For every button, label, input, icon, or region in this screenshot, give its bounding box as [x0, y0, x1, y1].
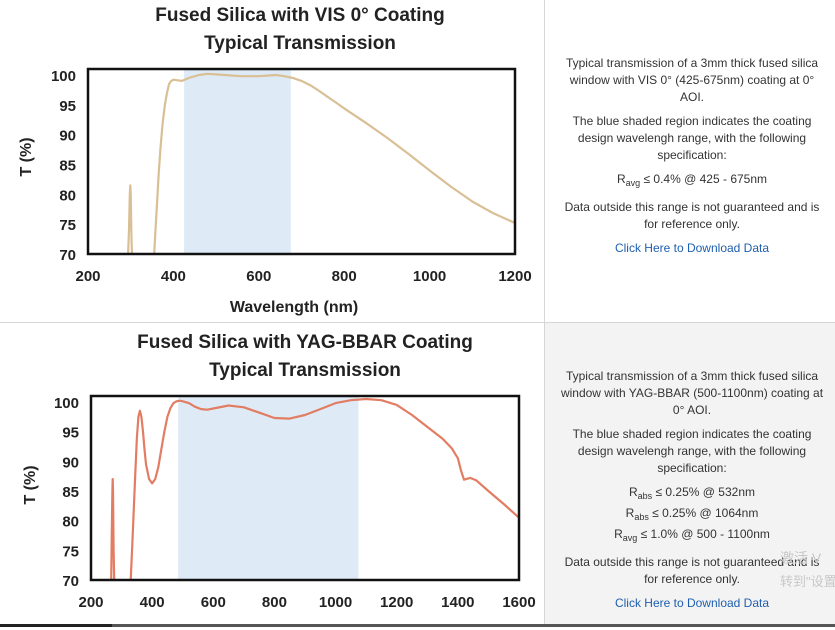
y-tick-label: 85 — [59, 157, 76, 174]
y-tick-label: 75 — [59, 217, 76, 234]
y-tick-label: 85 — [62, 484, 79, 501]
y-tick-label: 80 — [59, 187, 76, 204]
x-tick-label: 200 — [78, 594, 103, 611]
plot-area: 200 400 600 800 1000 1200 70 75 80 85 90 95 100 — [51, 67, 532, 285]
watermark-line-2: 转到"设置 — [780, 574, 835, 589]
shade-note: The blue shaded region indicates the coa… — [572, 427, 812, 475]
x-tick-label: 800 — [332, 268, 357, 285]
chart-title: Fused Silica with YAG-BBAR Coating — [137, 332, 473, 353]
x-tick-label: 400 — [161, 268, 186, 285]
transmission-curve — [129, 397, 519, 580]
x-axis-label: Wavelength (nm) — [230, 299, 358, 316]
x-tick-label: 600 — [246, 268, 271, 285]
x-tick-label: 800 — [262, 594, 287, 611]
description-text: Typical transmission of a 3mm thick fuse… — [565, 56, 819, 104]
y-tick-label: 90 — [59, 128, 76, 145]
chart-cell-vis: Fused Silica with VIS 0° Coating Typical… — [0, 0, 545, 322]
y-tick-label: 100 — [54, 395, 79, 412]
transmission-curve — [127, 184, 134, 254]
x-tick-label: 1000 — [413, 268, 446, 285]
chart-title: Fused Silica with VIS 0° Coating — [155, 5, 444, 26]
spec-line: Rabs ≤ 0.25% @ 532nm — [628, 485, 755, 501]
chart-yag-bbar-coating: Fused Silica with YAG-BBAR Coating Typic… — [22, 332, 536, 611]
x-tick-label: 1600 — [502, 594, 535, 611]
spec-line: Ravg ≤ 0.4% @ 425 - 675nm — [616, 172, 768, 188]
x-tick-label: 400 — [140, 594, 165, 611]
spec-list: Rabs ≤ 0.25% @ 532nm Rabs ≤ 0.25% @ 1064… — [557, 484, 827, 547]
x-tick-label: 1200 — [380, 594, 413, 611]
download-data-link[interactable]: Click Here to Download Data — [614, 596, 770, 610]
x-tick-label: 600 — [201, 594, 226, 611]
y-tick-label: 90 — [62, 454, 79, 471]
chart-subtitle: Typical Transmission — [204, 33, 396, 54]
chart-row-vis: Fused Silica with VIS 0° Coating Typical… — [0, 0, 835, 322]
x-tick-label: 1000 — [319, 594, 352, 611]
description-cell-yag: Typical transmission of a 3mm thick fuse… — [545, 323, 835, 625]
x-tick-label: 1200 — [498, 268, 531, 285]
y-tick-label: 95 — [59, 98, 76, 115]
spec-line: Rabs ≤ 0.25% @ 1064nm — [625, 506, 759, 522]
y-axis-label: T (%) — [18, 137, 35, 176]
transmission-curve — [153, 72, 515, 254]
plot-frame — [86, 67, 517, 256]
description-block: Typical transmission of a 3mm thick fuse… — [557, 368, 827, 612]
y-axis-label: T (%) — [22, 465, 39, 504]
disclaimer-text: Data outside this range is not guarantee… — [564, 200, 820, 231]
y-tick-label: 80 — [62, 514, 79, 531]
plot-frame — [89, 394, 521, 582]
x-tick-label: 1400 — [441, 594, 474, 611]
y-tick-label: 70 — [59, 247, 76, 264]
plot-area: 200 400 600 800 1000 1200 1400 1600 70 75 80 85 90 95… — [54, 394, 536, 611]
transmission-curve — [110, 478, 116, 580]
description-block: Typical transmission of a 3mm thick fuse… — [557, 55, 827, 257]
coating-range-shade — [178, 396, 359, 580]
y-tick-label: 70 — [62, 573, 79, 590]
chart-subtitle: Typical Transmission — [209, 360, 401, 381]
download-data-link[interactable]: Click Here to Download Data — [614, 241, 770, 255]
description-cell-vis: Typical transmission of a 3mm thick fuse… — [545, 0, 835, 322]
x-tick-label: 200 — [75, 268, 100, 285]
y-tick-label: 75 — [62, 543, 79, 560]
y-tick-label: 100 — [51, 68, 76, 85]
spec-list: Ravg ≤ 0.4% @ 425 - 675nm — [557, 171, 827, 192]
chart-row-yag: Fused Silica with YAG-BBAR Coating Typic… — [0, 322, 835, 625]
chart-cell-yag: Fused Silica with YAG-BBAR Coating Typic… — [0, 323, 545, 625]
bottom-bar — [0, 624, 835, 627]
watermark-line-1: 激活 V — [780, 550, 822, 566]
description-text: Typical transmission of a 3mm thick fuse… — [560, 369, 824, 417]
y-tick-label: 95 — [62, 425, 79, 442]
chart-vis-coating: Fused Silica with VIS 0° Coating Typical… — [18, 5, 532, 316]
coating-range-shade — [184, 69, 291, 254]
bottom-bar-segment — [0, 624, 112, 627]
disclaimer-text: Data outside this range is not guarantee… — [564, 555, 820, 586]
spec-line: Ravg ≤ 1.0% @ 500 - 1100nm — [614, 527, 770, 543]
shade-note: The blue shaded region indicates the coa… — [572, 114, 812, 162]
